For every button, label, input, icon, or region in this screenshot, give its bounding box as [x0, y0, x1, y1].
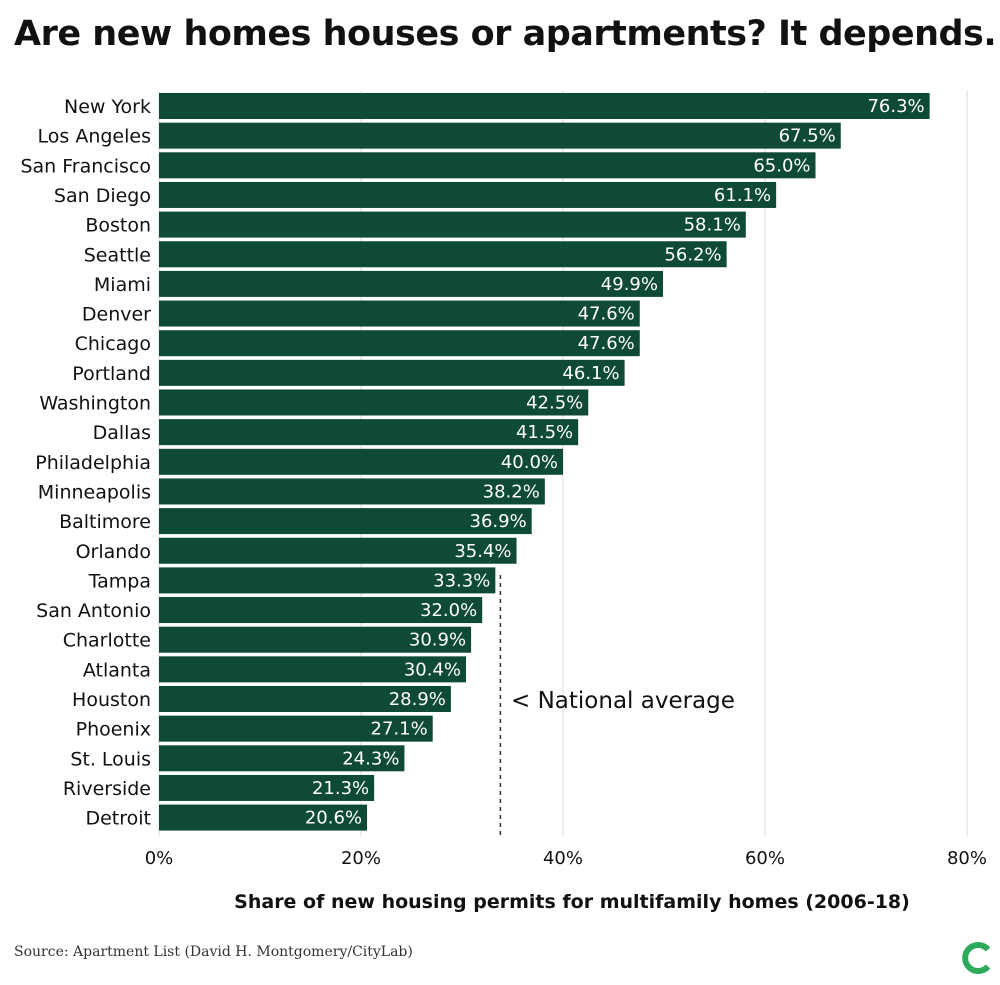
bars: [159, 93, 930, 831]
bar: [159, 508, 532, 535]
value-label: 58.1%: [684, 215, 741, 236]
x-tick-label: 60%: [745, 848, 785, 869]
value-label: 67.5%: [779, 126, 836, 147]
bar: [159, 715, 433, 742]
bar: [159, 241, 727, 268]
bar: [159, 270, 663, 297]
category-labels: New York Los Angeles San Francisco San Dieg…: [20, 96, 151, 830]
citylab-logo-icon: [962, 942, 991, 974]
bar: [159, 626, 472, 653]
value-label: 61.1%: [714, 185, 771, 206]
bar: [159, 389, 589, 416]
category-label: Washington: [39, 393, 151, 415]
category-label: Detroit: [85, 808, 151, 830]
value-labels: 76.3% 67.5% 65.0% 61.1% 58.1% 56.2% 49.9% 47.6%…: [305, 96, 925, 829]
bar: [159, 804, 368, 831]
national-average-label: < National average: [511, 688, 735, 714]
value-label: 33.3%: [433, 570, 490, 591]
value-label: 30.4%: [404, 659, 461, 680]
category-label: Los Angeles: [38, 126, 151, 148]
category-label: Denver: [82, 304, 151, 326]
bar: [159, 597, 483, 624]
value-label: 38.2%: [483, 481, 540, 502]
bar: [159, 93, 930, 119]
x-tick-label: 40%: [543, 848, 583, 869]
value-label: 20.6%: [305, 808, 362, 829]
bar: [159, 122, 841, 149]
category-label: Dallas: [93, 422, 151, 444]
bar: [159, 656, 467, 683]
category-label: San Diego: [54, 185, 151, 207]
bar: [159, 181, 777, 208]
source-note: Source: Apartment List (David H. Montgom…: [14, 944, 413, 960]
value-label: 41.5%: [516, 422, 573, 443]
bar: [159, 567, 496, 594]
category-label: Seattle: [84, 244, 151, 266]
x-tick-labels: 0% 20% 40% 60% 80%: [145, 848, 987, 869]
x-tick-label: 20%: [341, 848, 381, 869]
category-label: Orlando: [76, 541, 151, 563]
category-label: Riverside: [63, 778, 151, 800]
value-label: 40.0%: [501, 452, 558, 473]
value-label: 56.2%: [664, 244, 721, 265]
value-label: 21.3%: [312, 778, 369, 799]
value-label: 36.9%: [470, 511, 527, 532]
bar: [159, 448, 563, 475]
category-label: Minneapolis: [38, 481, 151, 503]
category-label: Atlanta: [83, 659, 151, 681]
bar: [159, 359, 625, 386]
bar: [159, 478, 545, 505]
value-label: 28.9%: [389, 689, 446, 710]
value-label: 42.5%: [526, 393, 583, 414]
value-label: 30.9%: [409, 630, 466, 651]
category-label: San Francisco: [20, 155, 151, 177]
bar: [159, 330, 640, 357]
category-label: Philadelphia: [35, 452, 151, 474]
value-label: 35.4%: [454, 541, 511, 562]
bar: [159, 211, 746, 238]
category-label: Phoenix: [76, 719, 151, 741]
value-label: 65.0%: [753, 155, 810, 176]
x-tick-label: 0%: [145, 848, 174, 869]
category-label: Portland: [72, 363, 151, 385]
category-label: St. Louis: [70, 748, 151, 770]
bar: [159, 745, 405, 772]
value-label: 49.9%: [601, 274, 658, 295]
bar-chart: New York Los Angeles San Francisco San Dieg…: [20, 91, 987, 913]
x-axis-label: Share of new housing permits for multifa…: [234, 891, 910, 913]
category-label: Baltimore: [59, 511, 151, 533]
bar: [159, 419, 579, 446]
bar: [159, 686, 451, 712]
bar: [159, 300, 640, 327]
category-label: Houston: [72, 689, 151, 711]
value-label: 46.1%: [562, 363, 619, 384]
x-tick-label: 80%: [947, 848, 987, 869]
category-label: Charlotte: [63, 630, 151, 652]
category-label: Tampa: [88, 570, 151, 592]
category-label: New York: [64, 96, 151, 118]
value-label: 24.3%: [342, 748, 399, 769]
bar: [159, 774, 375, 801]
bar: [159, 537, 517, 564]
value-label: 32.0%: [420, 600, 477, 621]
category-label: Chicago: [75, 333, 151, 355]
category-label: Boston: [85, 215, 151, 237]
value-label: 27.1%: [371, 719, 428, 740]
chart-title: Are new homes houses or apartments? It d…: [14, 14, 997, 54]
value-label: 76.3%: [867, 96, 924, 117]
category-label: San Antonio: [36, 600, 151, 622]
value-label: 47.6%: [578, 304, 635, 325]
category-label: Miami: [94, 274, 151, 296]
value-label: 47.6%: [578, 333, 635, 354]
bar: [159, 152, 816, 179]
